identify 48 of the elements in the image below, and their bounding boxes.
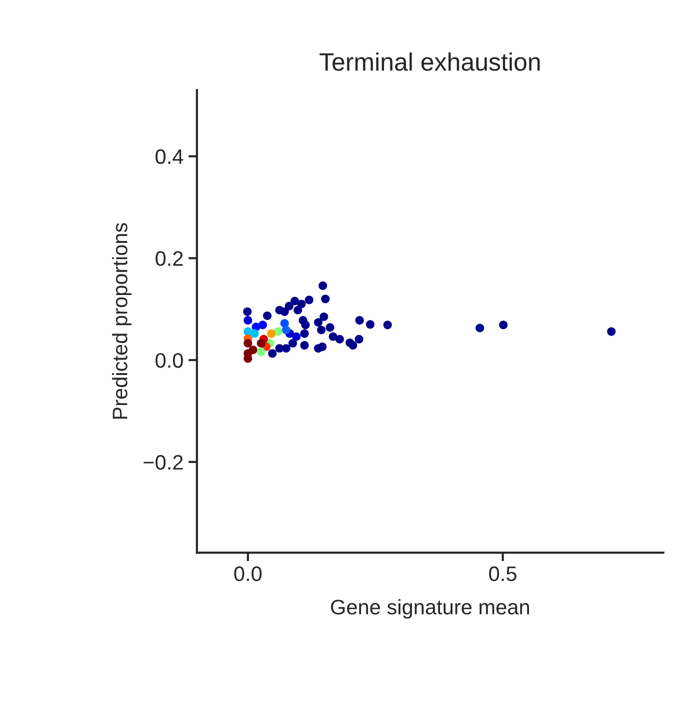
x-axis-title: Gene signature mean — [331, 599, 529, 619]
point — [304, 296, 314, 304]
chart-title: Terminal exhaustion — [320, 52, 540, 71]
point — [268, 349, 277, 358]
point — [300, 341, 309, 350]
point — [258, 320, 267, 330]
point — [326, 323, 334, 332]
point — [314, 318, 323, 327]
point — [383, 320, 392, 330]
point — [250, 329, 259, 338]
point — [243, 307, 252, 316]
point — [292, 332, 301, 341]
point — [288, 338, 298, 348]
point — [256, 348, 266, 356]
point — [256, 338, 266, 348]
point — [244, 316, 252, 325]
point — [282, 326, 290, 334]
point — [294, 306, 302, 314]
point — [476, 324, 484, 332]
point — [335, 334, 344, 344]
point — [328, 332, 338, 341]
point — [320, 312, 328, 322]
point — [318, 281, 328, 290]
point — [282, 344, 290, 353]
point — [263, 311, 272, 320]
point — [248, 346, 258, 354]
point — [355, 316, 364, 325]
point — [348, 341, 358, 350]
point — [284, 302, 294, 310]
point — [318, 342, 327, 352]
y-tick-label: 0.2 — [156, 251, 183, 266]
y-tick-label: 0.0 — [156, 353, 183, 368]
point — [607, 327, 616, 336]
point — [300, 329, 309, 338]
point — [280, 307, 289, 316]
y-tick-label: −0.2 — [144, 454, 183, 470]
point — [290, 296, 300, 306]
point — [499, 320, 508, 330]
point — [298, 316, 308, 325]
point — [317, 326, 326, 334]
point — [244, 338, 252, 348]
point — [354, 334, 364, 344]
y-tick-label: 0.4 — [156, 149, 184, 164]
point — [366, 320, 375, 329]
y-axis-title: Predicted proportions — [112, 223, 132, 419]
x-tick-label: 0.5 — [489, 566, 516, 582]
point — [321, 294, 330, 304]
point — [267, 329, 276, 338]
